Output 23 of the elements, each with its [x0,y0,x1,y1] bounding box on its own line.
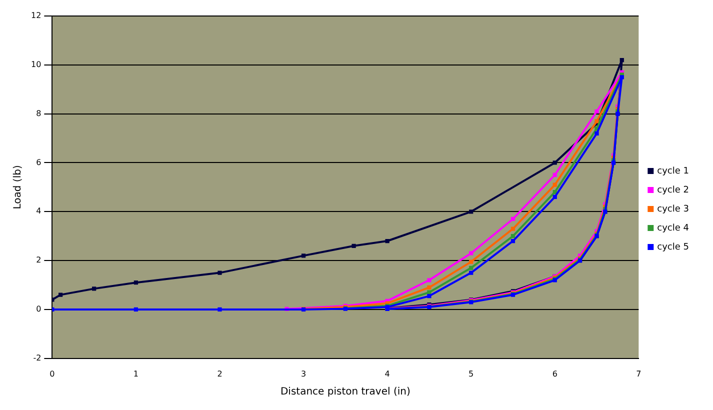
legend-label: cycle 3 [657,204,690,214]
legend-label: cycle 4 [657,223,690,234]
x-tick-label: 7 [636,369,642,378]
x-tick-label: 0 [50,369,55,378]
legend-label: cycle 2 [657,185,690,196]
legend-label: cycle 1 [657,166,690,176]
y-tick-label: 8 [36,108,42,118]
x-tick-label: 1 [133,369,139,378]
x-tick-label: 3 [300,369,306,378]
x-tick-label: 4 [384,369,390,378]
y-tick-label: 10 [30,60,42,69]
y-tick-label: -2 [33,353,42,362]
y-tick-label: 4 [36,206,42,216]
y-tick-label: 2 [36,256,42,265]
x-tick-label: 5 [468,369,474,378]
x-tick-label: 2 [217,369,222,378]
legend-label: cycle 5 [657,242,690,252]
y-tick-label: 0 [36,304,42,314]
y-axis-title: Load (lb) [12,165,24,210]
y-tick-label: 12 [30,11,42,20]
x-tick-label: 6 [552,369,558,378]
y-tick-label: 6 [36,158,42,167]
x-axis-title: Distance piston travel (in) [280,386,410,398]
